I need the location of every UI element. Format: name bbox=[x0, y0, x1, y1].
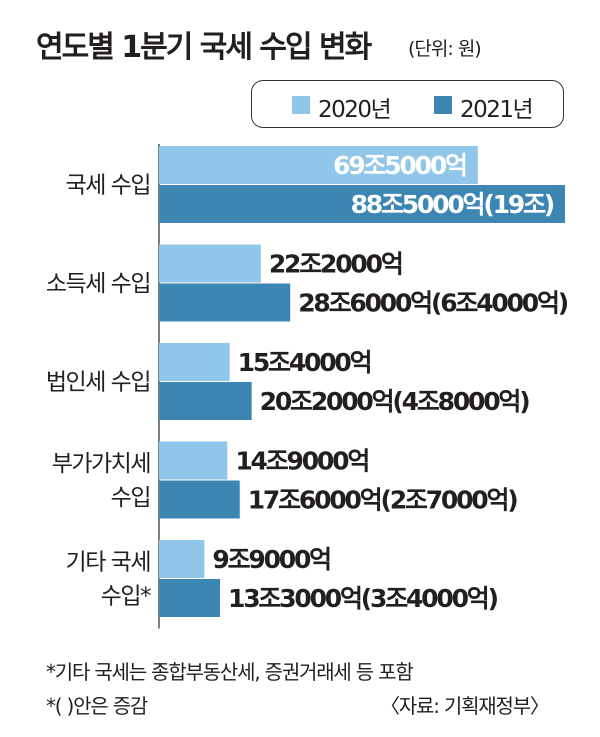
bar-2021 bbox=[159, 382, 252, 420]
legend-swatch-2021 bbox=[434, 96, 452, 114]
category-label: 소득세 수입 bbox=[46, 271, 150, 297]
data-label: 28조6000억(6조4000억) bbox=[298, 289, 568, 318]
data-label: 13조3000억(3조4000억) bbox=[228, 584, 498, 613]
source-label: 〈자료: 기획재정부〉 bbox=[380, 694, 550, 718]
data-label: 20조2000억(4조8000억) bbox=[260, 387, 530, 416]
bar-2021 bbox=[159, 283, 291, 322]
data-label: 69조5000억 bbox=[333, 151, 466, 180]
legend-label-2020: 2020년 bbox=[318, 97, 392, 123]
bar-2021 bbox=[159, 480, 240, 519]
category-label: 부가가치세 bbox=[52, 451, 150, 477]
data-label: 14조9000억 bbox=[235, 447, 368, 476]
legend-swatch-2020 bbox=[292, 96, 310, 114]
data-label: 15조4000억 bbox=[238, 348, 371, 377]
category-label: 수입 bbox=[111, 485, 150, 511]
data-label: 22조2000억 bbox=[269, 250, 402, 279]
bar-2020 bbox=[159, 540, 205, 578]
bar-2021 bbox=[159, 579, 221, 617]
bar-2021 bbox=[159, 185, 565, 223]
category-label: 수입* bbox=[101, 584, 151, 610]
legend-label-2021: 2021년 bbox=[460, 97, 534, 123]
category-label: 국세 수입 bbox=[66, 173, 150, 199]
unit-label: (단위: 원) bbox=[408, 38, 482, 60]
data-label: 88조5000억(19조) bbox=[351, 190, 554, 219]
bar-2020 bbox=[159, 343, 230, 381]
bar-2020 bbox=[159, 146, 478, 184]
chart-title: 연도별 1분기 국세 수입 변화 bbox=[36, 30, 372, 65]
data-label: 9조9000억 bbox=[212, 545, 330, 574]
bar-2020 bbox=[159, 244, 261, 283]
legend: 2020년 2021년 bbox=[251, 80, 564, 128]
bar-2020 bbox=[159, 441, 228, 480]
category-label: 기타 국세 bbox=[66, 550, 150, 576]
category-label: 법인세 수입 bbox=[46, 370, 150, 396]
change-note: *( )안은 증감 bbox=[46, 694, 148, 718]
footnote: *기타 국세는 종합부동산세, 증권거래세 등 포함 bbox=[46, 660, 414, 684]
data-label: 17조6000억(2조7000억) bbox=[248, 486, 518, 515]
